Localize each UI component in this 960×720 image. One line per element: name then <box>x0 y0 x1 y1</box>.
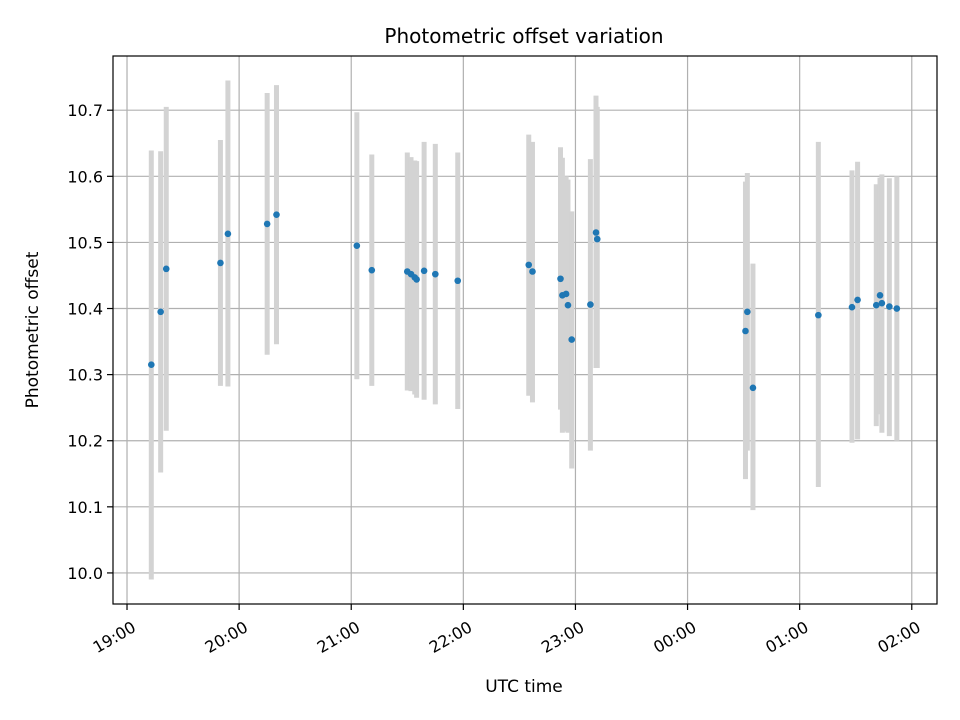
data-points <box>148 211 901 392</box>
chart-title: Photometric offset variation <box>384 24 663 48</box>
x-axis-label: UTC time <box>485 677 563 697</box>
data-point <box>454 277 462 285</box>
data-point <box>587 301 594 308</box>
data-point <box>854 296 861 304</box>
x-tick-label: 22:00 <box>426 617 475 657</box>
x-tick-label: 20:00 <box>202 617 251 657</box>
y-tick-label: 10.1 <box>67 498 103 517</box>
data-point <box>273 211 280 218</box>
data-point <box>744 308 751 316</box>
y-tick-label: 10.5 <box>67 233 103 252</box>
data-point <box>562 290 570 298</box>
data-point <box>878 299 886 307</box>
data-point <box>413 276 420 283</box>
data-point <box>432 270 439 278</box>
x-tick-label: 21:00 <box>314 617 363 657</box>
plot-frame <box>112 55 938 605</box>
data-point <box>815 311 822 319</box>
y-tick-label: 10.4 <box>67 300 103 319</box>
y-axis-label: Photometric offset <box>23 251 43 408</box>
data-point <box>742 327 749 335</box>
data-point <box>564 301 572 309</box>
data-point <box>420 267 428 275</box>
data-point <box>872 301 880 309</box>
error-bars <box>148 80 900 580</box>
y-tick-label: 10.2 <box>67 432 103 451</box>
data-point <box>529 268 536 275</box>
data-point <box>157 308 164 316</box>
data-point <box>217 259 224 267</box>
data-point <box>368 266 376 274</box>
data-point <box>592 229 600 236</box>
y-tick-label: 10.6 <box>67 167 103 186</box>
x-axis-ticks: 19:00 20:00 21:00 22:00 23:00 00:00 01:00 02:00 <box>90 604 924 657</box>
grid <box>113 56 937 604</box>
y-axis-ticks: 10.0 10.1 10.2 10.3 10.4 10.5 10.6 10.7 <box>67 101 113 583</box>
data-point <box>848 303 856 311</box>
y-tick-label: 10.3 <box>67 366 103 385</box>
data-point <box>876 291 884 299</box>
data-point <box>162 265 170 273</box>
data-point <box>148 361 155 369</box>
data-point <box>557 275 564 283</box>
x-tick-label: 02:00 <box>874 617 923 657</box>
data-point <box>263 220 271 228</box>
data-point <box>593 235 601 243</box>
x-tick-label: 23:00 <box>538 617 587 657</box>
data-point <box>886 303 893 310</box>
data-point <box>353 242 361 250</box>
y-tick-label: 10.7 <box>67 101 103 120</box>
data-point <box>525 261 533 269</box>
data-point <box>224 230 232 238</box>
data-point <box>893 305 901 312</box>
x-tick-label: 00:00 <box>650 617 699 657</box>
y-tick-label: 10.0 <box>67 564 103 583</box>
data-point <box>749 384 757 392</box>
x-tick-label: 19:00 <box>90 617 139 657</box>
data-point <box>568 336 576 343</box>
x-tick-label: 01:00 <box>762 617 811 657</box>
